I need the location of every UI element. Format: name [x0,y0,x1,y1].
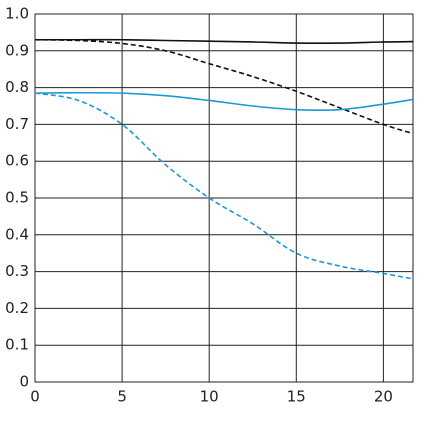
y-tick-label: 0.5 [5,189,29,207]
x-tick-label: 5 [117,388,127,406]
y-tick-label: 0.7 [5,115,29,133]
y-tick-label: 0 [19,373,29,391]
line-series [34,91,414,112]
y-tick-label: 0.4 [5,225,29,243]
line-series [34,38,414,135]
x-tick-label: 0 [30,388,40,406]
plot-border [34,13,414,383]
line-series [34,92,414,280]
y-tick-label: 1.0 [5,5,29,23]
y-tick-label: 0.6 [5,152,29,170]
x-tick-label: 20 [374,388,393,406]
y-tick-label: 0.1 [5,336,29,354]
y-tick-label: 0.3 [5,262,29,280]
y-tick-label: 0.8 [5,78,29,96]
y-tick-label: 0.9 [5,41,29,59]
x-tick-label: 15 [287,388,306,406]
x-tick-label: 10 [200,388,219,406]
y-tick-label: 0.2 [5,299,29,317]
line-series [35,38,414,45]
